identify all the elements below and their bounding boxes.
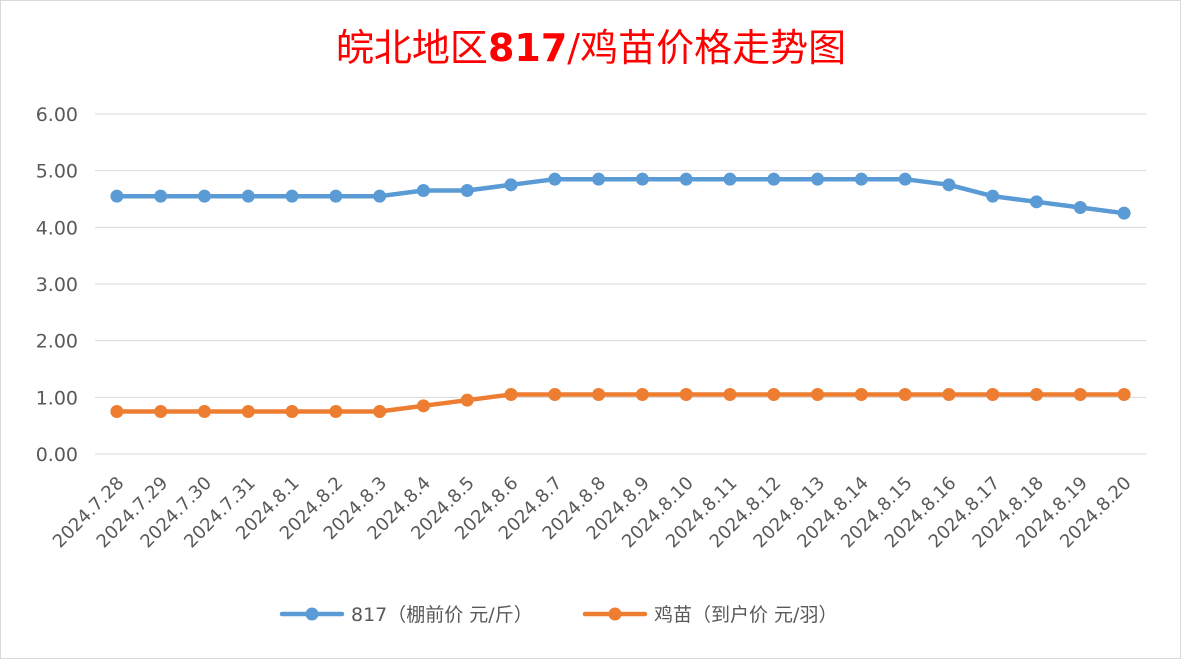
data-point[interactable] bbox=[592, 172, 606, 186]
data-point[interactable] bbox=[154, 405, 168, 418]
data-point[interactable] bbox=[723, 172, 737, 186]
data-point[interactable] bbox=[460, 393, 474, 407]
data-point[interactable] bbox=[592, 388, 606, 401]
data-point[interactable] bbox=[416, 184, 430, 197]
data-point[interactable] bbox=[416, 399, 430, 413]
data-point[interactable] bbox=[548, 172, 562, 186]
legend-marker bbox=[608, 607, 622, 621]
series-layer bbox=[110, 172, 1131, 418]
y-axis-ticks: 0.00 1.00 2.00 3.00 4.00 5.00 6.00 bbox=[36, 104, 78, 466]
data-point[interactable] bbox=[942, 388, 956, 401]
legend[interactable]: 817（棚前价 元/斤） 鸡苗（到户价 元/羽） bbox=[279, 604, 837, 626]
data-point[interactable] bbox=[285, 189, 299, 203]
data-point[interactable] bbox=[767, 172, 781, 186]
chart-title-part-3: /鸡苗价格走势图 bbox=[567, 26, 846, 70]
y-tick-label: 3.00 bbox=[36, 274, 78, 296]
data-point[interactable] bbox=[285, 405, 299, 418]
data-point[interactable] bbox=[110, 405, 124, 418]
data-point[interactable] bbox=[1117, 388, 1131, 401]
legend-item-1[interactable]: 817（棚前价 元/斤） bbox=[279, 604, 533, 626]
data-point[interactable] bbox=[942, 178, 956, 192]
y-tick-label: 5.00 bbox=[36, 161, 78, 183]
series-line bbox=[114, 392, 1127, 414]
data-point[interactable] bbox=[329, 189, 343, 203]
data-point[interactable] bbox=[811, 388, 825, 401]
data-point[interactable] bbox=[635, 172, 649, 186]
data-point[interactable] bbox=[898, 388, 912, 401]
data-point[interactable] bbox=[154, 189, 168, 203]
y-tick-label: 2.00 bbox=[36, 331, 78, 353]
data-point[interactable] bbox=[548, 388, 562, 401]
data-point[interactable] bbox=[986, 388, 1000, 401]
data-point[interactable] bbox=[504, 178, 518, 192]
data-point[interactable] bbox=[110, 189, 124, 203]
chart-title-part-1: 皖北地区 bbox=[336, 26, 488, 70]
data-point[interactable] bbox=[854, 388, 868, 401]
data-point[interactable] bbox=[635, 388, 649, 401]
data-point[interactable] bbox=[1117, 206, 1131, 220]
data-point[interactable] bbox=[679, 172, 693, 186]
y-tick-label: 6.00 bbox=[36, 104, 78, 126]
data-point[interactable] bbox=[1030, 388, 1044, 401]
data-point[interactable] bbox=[241, 405, 255, 418]
y-tick-label: 0.00 bbox=[36, 444, 78, 466]
chart-title: 皖北地区817/鸡苗价格走势图 bbox=[336, 26, 846, 70]
data-point[interactable] bbox=[373, 189, 387, 203]
data-point[interactable] bbox=[854, 172, 868, 186]
y-tick-label: 4.00 bbox=[36, 217, 78, 239]
chart-title-part-2: 817 bbox=[488, 26, 567, 70]
data-point[interactable] bbox=[679, 388, 693, 401]
data-point[interactable] bbox=[1073, 388, 1087, 401]
legend-marker bbox=[305, 607, 319, 621]
data-point[interactable] bbox=[767, 388, 781, 401]
gridlines bbox=[95, 113, 1146, 455]
data-point[interactable] bbox=[898, 172, 912, 186]
data-point[interactable] bbox=[504, 388, 518, 401]
series-line bbox=[114, 176, 1127, 216]
y-tick-label: 1.00 bbox=[36, 387, 78, 409]
data-point[interactable] bbox=[373, 405, 387, 418]
legend-item-2[interactable]: 鸡苗（到户价 元/羽） bbox=[582, 604, 837, 626]
legend-label: 817（棚前价 元/斤） bbox=[351, 604, 533, 626]
legend-label: 鸡苗（到户价 元/羽） bbox=[654, 604, 837, 626]
data-point[interactable] bbox=[197, 405, 211, 418]
data-point[interactable] bbox=[723, 388, 737, 401]
data-point[interactable] bbox=[460, 184, 474, 197]
series-2 bbox=[110, 388, 1131, 418]
data-point[interactable] bbox=[241, 189, 255, 203]
data-point[interactable] bbox=[1073, 201, 1087, 214]
data-point[interactable] bbox=[811, 172, 825, 186]
series-1 bbox=[110, 172, 1131, 220]
data-point[interactable] bbox=[1030, 195, 1044, 209]
x-axis-ticks: 2024.7.282024.7.292024.7.302024.7.312024… bbox=[49, 473, 1136, 553]
data-point[interactable] bbox=[197, 189, 211, 203]
data-point[interactable] bbox=[986, 189, 1000, 203]
data-point[interactable] bbox=[329, 405, 343, 418]
